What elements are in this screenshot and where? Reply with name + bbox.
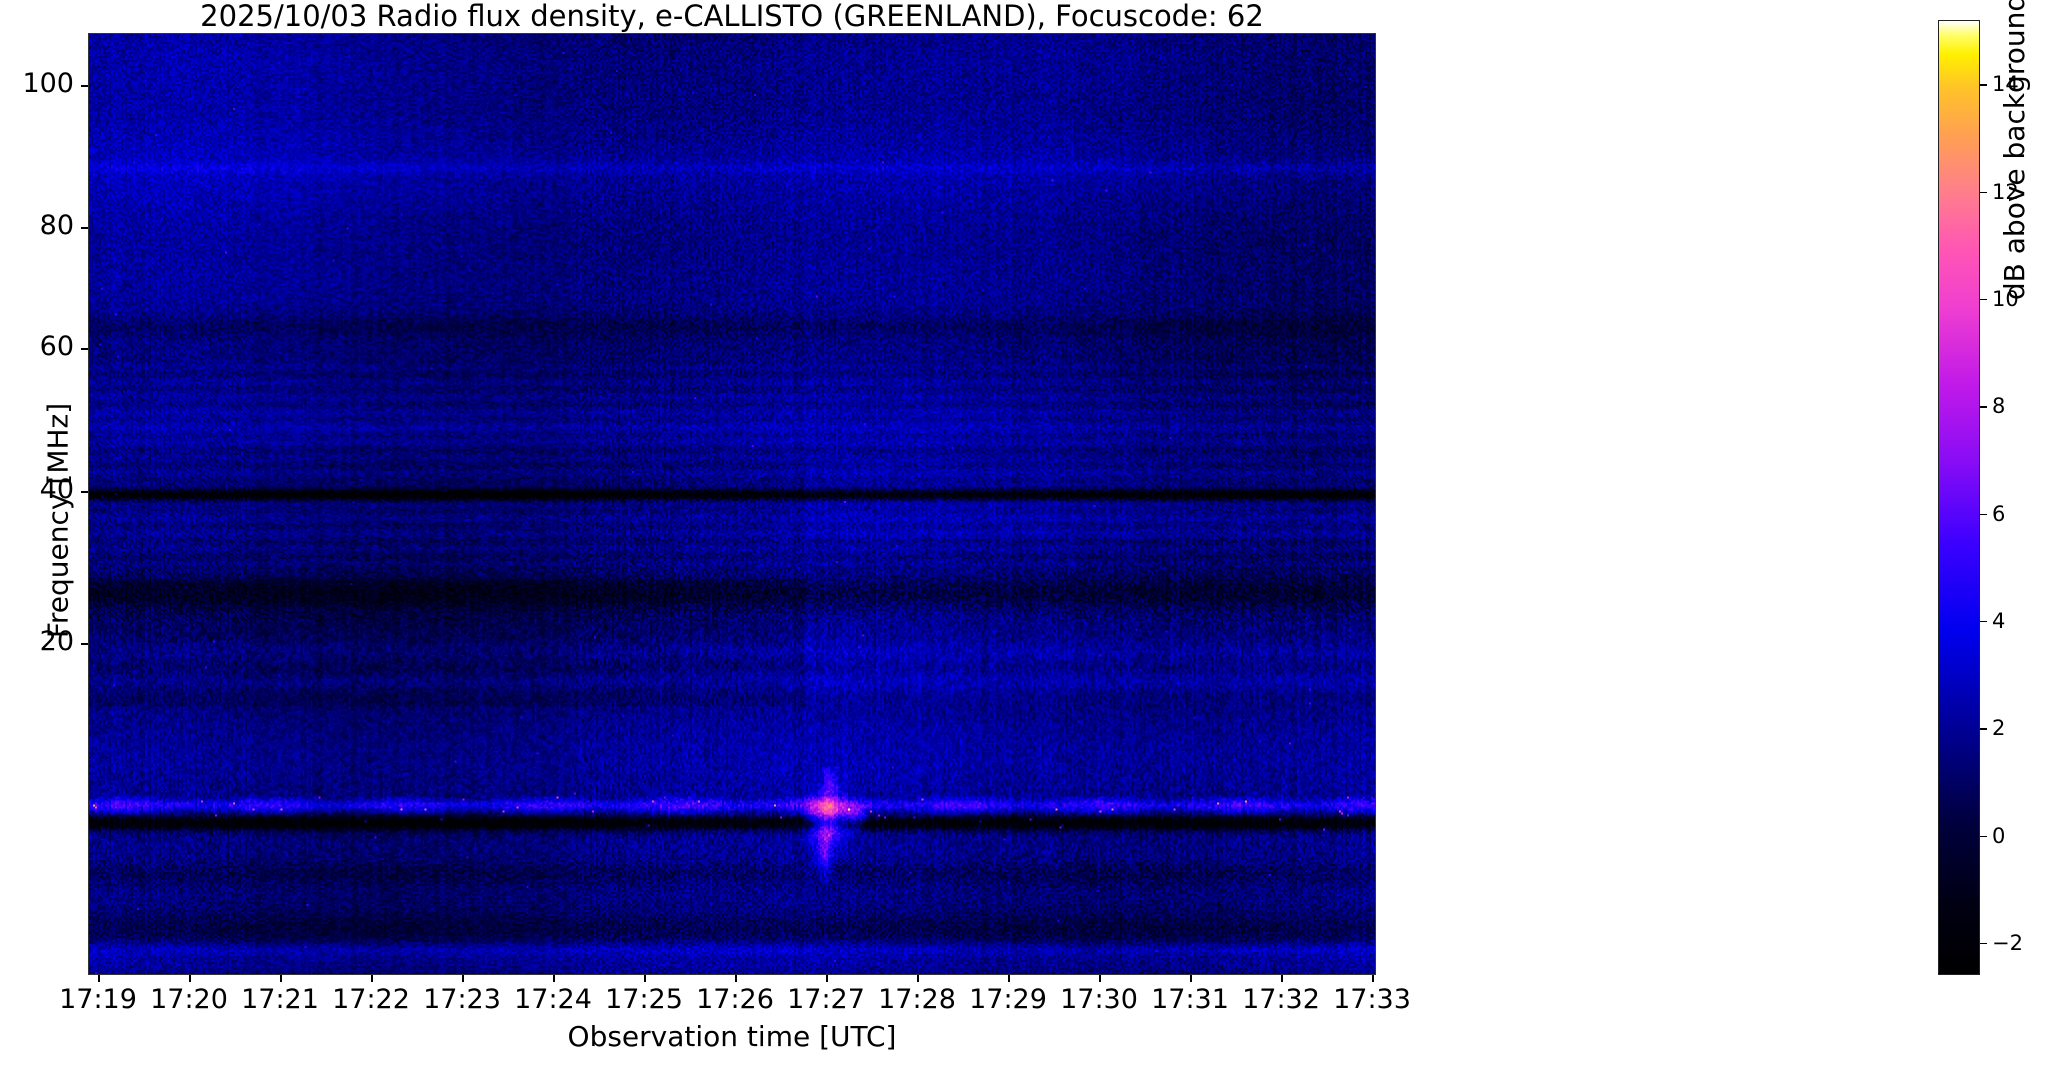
y-tick-label: 40 (39, 474, 74, 505)
x-tick-mark (735, 975, 737, 982)
x-tick-mark (189, 975, 191, 982)
x-tick-mark (553, 975, 555, 982)
x-tick-label: 17:29 (969, 984, 1047, 1015)
x-tick-mark (462, 975, 464, 982)
x-tick-label: 17:25 (605, 984, 683, 1015)
x-tick-label: 17:20 (150, 984, 228, 1015)
x-tick-mark (917, 975, 919, 982)
x-tick-mark (826, 975, 828, 982)
colorbar-tick-mark (1980, 298, 1987, 301)
spectrogram-image (89, 34, 1375, 974)
colorbar-tick-label: 0 (1992, 823, 2006, 848)
colorbar-tick-label: 4 (1992, 608, 2006, 633)
y-tick-mark (81, 227, 88, 229)
x-tick-label: 17:23 (423, 984, 501, 1015)
x-tick-mark (280, 975, 282, 982)
colorbar-tick-label: 12 (1992, 179, 2019, 204)
colorbar-tick-label: 10 (1992, 286, 2019, 311)
colorbar-tick-mark (1980, 835, 1987, 837)
colorbar-tick-mark (1980, 620, 1987, 623)
y-tick-mark (81, 85, 88, 87)
page-title: 2025/10/03 Radio flux density, e-CALLIST… (200, 0, 1264, 33)
x-tick-label: 17:19 (59, 984, 137, 1015)
colorbar-tick-label: −2 (1992, 930, 2023, 955)
colorbar-tick-label: 14 (1992, 72, 2019, 97)
colorbar[interactable]: −2 0 2 4 6 8 10 12 14 (1938, 20, 2023, 975)
colorbar-tick-mark (1980, 728, 1987, 730)
x-tick-label: 17:22 (332, 984, 410, 1015)
y-tick-label: 20 (39, 626, 74, 657)
x-tick-mark (1099, 975, 1101, 982)
colorbar-tick-label: 2 (1992, 716, 2006, 741)
colorbar-label: dB above background (1998, 0, 2031, 301)
x-axis-label: Observation time [UTC] (567, 1020, 897, 1053)
x-tick-mark (98, 975, 100, 982)
y-tick-label: 100 (22, 68, 74, 99)
y-tick-mark (81, 491, 88, 493)
colorbar-tick-mark (1980, 84, 1987, 86)
y-tick-label: 60 (39, 331, 74, 362)
x-tick-mark (1190, 975, 1192, 982)
colorbar-tick-mark (1980, 942, 1987, 945)
y-axis-label: Frequency [MHz] (41, 402, 75, 639)
y-tick-label: 80 (39, 210, 74, 241)
colorbar-gradient (1938, 20, 1980, 975)
colorbar-tick-mark (1980, 513, 1987, 516)
x-tick-label: 17:21 (241, 984, 319, 1015)
x-tick-label: 17:32 (1242, 984, 1320, 1015)
colorbar-tick-mark (1980, 191, 1987, 194)
x-tick-mark (644, 975, 646, 982)
spectrogram-plot-area[interactable] (88, 33, 1376, 975)
x-tick-mark (1372, 975, 1374, 982)
x-tick-label: 17:24 (514, 984, 592, 1015)
x-tick-mark (1281, 975, 1283, 982)
x-tick-label: 17:27 (787, 984, 865, 1015)
x-tick-mark (1008, 975, 1010, 982)
x-tick-label: 17:31 (1151, 984, 1229, 1015)
y-tick-mark (81, 643, 88, 645)
x-tick-label: 17:30 (1060, 984, 1138, 1015)
x-tick-label: 17:28 (878, 984, 956, 1015)
colorbar-tick-label: 6 (1992, 501, 2006, 526)
x-tick-mark (371, 975, 373, 982)
x-tick-label: 17:26 (696, 984, 774, 1015)
colorbar-tick-mark (1980, 406, 1987, 408)
y-tick-mark (81, 348, 88, 350)
colorbar-tick-label: 8 (1992, 394, 2006, 419)
x-tick-label: 17:33 (1333, 984, 1411, 1015)
